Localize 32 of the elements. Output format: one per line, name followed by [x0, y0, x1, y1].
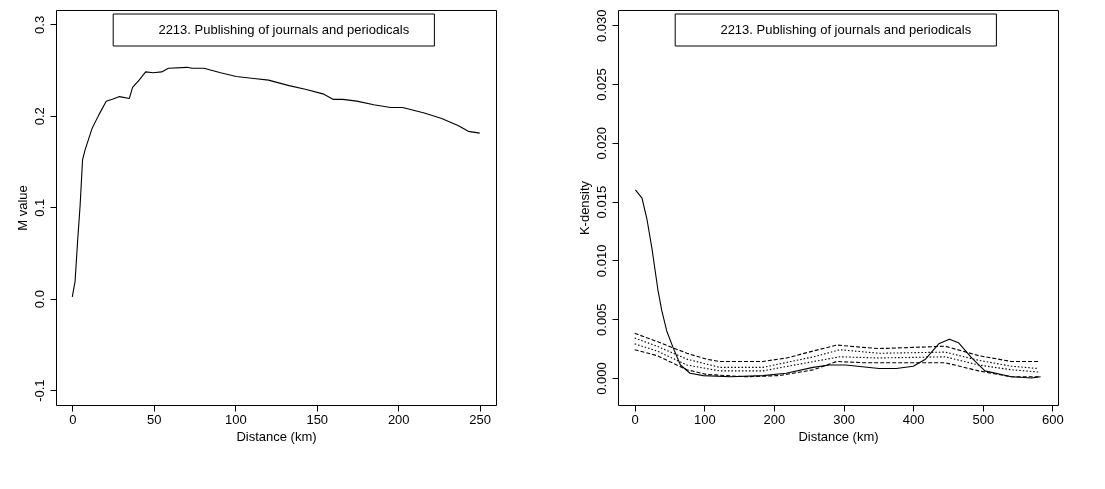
y-tick-label: 0.005 [593, 303, 609, 336]
x-tick-label: 300 [833, 411, 855, 427]
y-tick-label: 0.000 [593, 362, 609, 395]
y-tick-label: 0.1 [31, 198, 47, 217]
annotation: 2213. Publishing of journals and periodicals [158, 22, 410, 37]
y-tick-label: 0.0 [31, 290, 47, 309]
y-tick-label: 0.010 [593, 244, 609, 278]
y-axis-title: K-density [576, 180, 592, 236]
x-axis-title: Distance (km) [798, 428, 879, 444]
y-tick-label: 0.3 [31, 15, 47, 34]
x-tick-label: 50 [147, 411, 162, 427]
y-tick-label: 0.020 [593, 127, 609, 160]
y-tick-label: 0.015 [593, 185, 609, 219]
x-tick-label: 200 [387, 411, 410, 427]
x-tick-label: 600 [1042, 411, 1064, 427]
y-tick-label: 0.025 [593, 68, 609, 101]
x-tick-label: 0 [631, 411, 639, 427]
line-series [71, 66, 481, 298]
x-tick-label: 250 [469, 411, 492, 427]
y-axis-title: M value [14, 185, 30, 231]
annotation: 2213. Publishing of journals and periodicals [720, 22, 972, 37]
y-tick-label: -0.1 [31, 379, 47, 402]
x-tick-label: 200 [763, 411, 786, 427]
y-tick-label: 0.030 [593, 9, 609, 43]
x-tick-label: 0 [69, 411, 77, 427]
y-tick-label: 0.2 [31, 107, 47, 126]
x-tick-label: 100 [693, 411, 716, 427]
x-tick-label: 500 [972, 411, 995, 427]
x-tick-label: 400 [902, 411, 925, 427]
x-tick-label: 100 [224, 411, 247, 427]
x-axis-title: Distance (km) [236, 428, 317, 444]
x-tick-label: 150 [306, 411, 329, 427]
